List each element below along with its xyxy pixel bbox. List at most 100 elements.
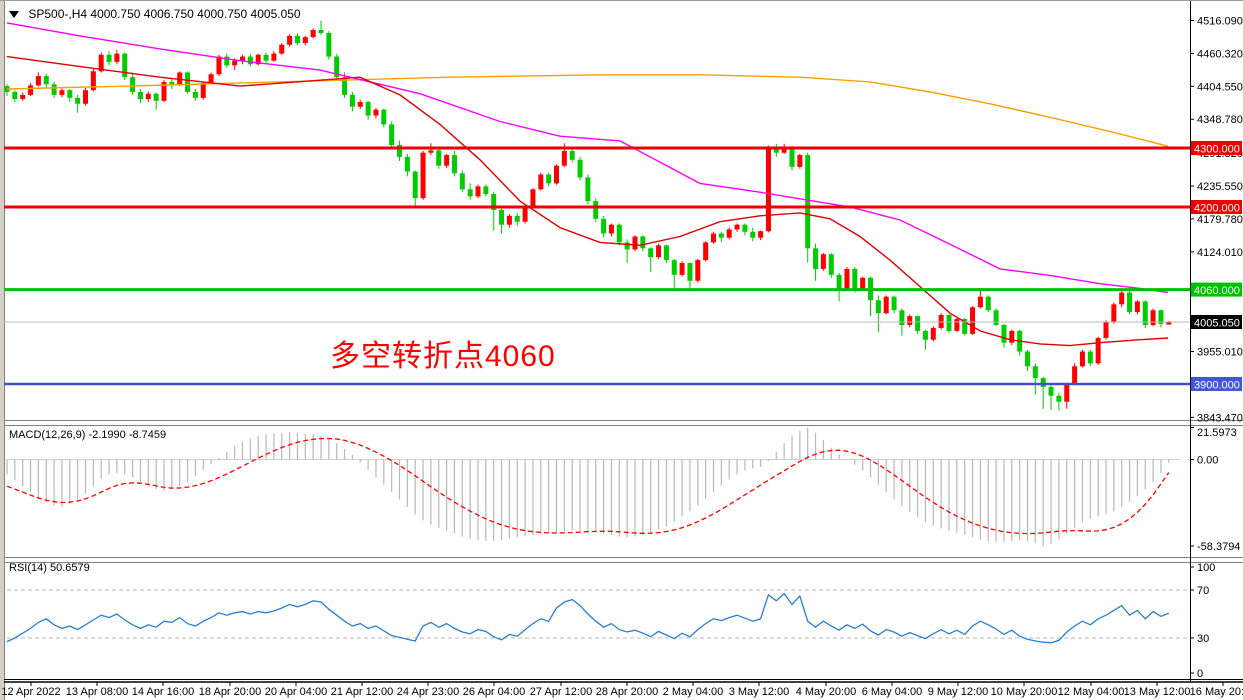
candle-body [946,314,952,331]
candle-body [90,71,96,91]
time-axis-label: 18 Apr 20:00 [199,686,261,698]
candle-body [726,229,732,238]
candle-body [632,236,638,250]
candle-body [357,101,363,107]
candle-body [1150,310,1156,325]
candle-body [679,263,685,275]
candle-body [538,174,544,190]
candle-body [962,319,968,334]
candle-body [891,296,897,311]
time-axis-label: 13 May 12:00 [1124,686,1191,698]
candle-body [930,327,936,340]
candle-body [122,53,128,78]
candle-body [750,231,756,238]
time-axis[interactable]: 12 Apr 2022 13 Apr 08:00 14 Apr 16:00 18 Ap… [1,682,1243,698]
candle-body [161,81,167,101]
candle-body [28,85,34,95]
candle-body [145,93,151,100]
chart-title-bar: SP500-,H4 4000.750 4006.750 4000.750 400… [9,7,301,21]
candle-body [522,206,528,222]
price-badge-bg [1191,315,1242,330]
candle-body [451,155,457,174]
candle-body [35,76,41,86]
candle-body [240,56,245,61]
candle-body [915,316,921,331]
candle-body [1095,337,1101,364]
candle-body [459,173,465,190]
candle-body [687,263,693,281]
candle-body [546,174,552,184]
candle-body [130,77,136,92]
candle-body [137,91,143,100]
time-axis-label: 9 May 12:00 [928,686,989,698]
time-axis-label: 16 May 20:00 [1190,686,1243,698]
time-axis-label: 13 Apr 08:00 [66,686,128,698]
time-axis-label: 12 Apr 2022 [1,686,60,698]
candle-body [852,268,858,290]
rsi-axis-label: 70 [1197,585,1209,597]
macd-axis-label: 0.00 [1197,455,1218,467]
candle-body [1134,301,1140,313]
candle-body [83,90,88,104]
price-badge-4060.000: 4060.000 [1191,282,1242,297]
time-axis-label: 26 Apr 04:00 [463,686,525,698]
candle-body [263,54,269,61]
candle-body [813,248,819,269]
candle-body [302,37,308,43]
time-axis-label: 14 Apr 16:00 [132,686,194,698]
candle-body [820,254,826,269]
candle-body [20,94,26,100]
price-badge-text: 4005.050 [1194,318,1240,330]
candle-body [208,74,214,84]
candle-body [318,30,324,33]
time-axis-label: 4 May 20:00 [796,686,857,698]
price-axis: 4516.0904460.3204404.5504348.7804291.320… [1190,16,1243,680]
candle-body [506,215,512,225]
candle-body [640,236,646,249]
candle-body [883,296,889,314]
candle-body [1127,292,1133,313]
candle-body [899,310,905,325]
candle-body [554,165,559,184]
candle-body [4,86,10,92]
price-axis-label: 3955.010 [1197,347,1243,359]
price-axis-label: 4516.090 [1197,16,1243,28]
candle-body [224,56,230,66]
macd-axis-label: -58.3794 [1197,541,1240,553]
candle-body [67,90,73,98]
time-axis-label: 21 Apr 12:00 [331,686,393,698]
candle-body [373,109,379,116]
ma-mid-magenta [6,22,1169,294]
candle-body [1158,310,1164,324]
candle-body [412,171,418,199]
candle-body [703,242,709,261]
candle-body [577,159,583,178]
annotation-text: 多空转折点4060 [330,340,556,373]
candle-body [106,54,112,62]
candle-body [1025,351,1030,367]
candle-body [836,274,842,289]
price-badge-text: 4060.000 [1194,285,1240,297]
rsi-pane[interactable] [6,589,1190,644]
symbol-dropdown-icon[interactable] [9,11,19,18]
candle-body [711,233,716,243]
price-badge-bg [1191,141,1242,155]
candle-body [742,224,748,232]
rsi-axis-label: 30 [1197,633,1209,645]
candle-body [326,32,332,57]
time-axis-label: 28 Apr 20:00 [596,686,658,698]
candle-body [51,84,57,95]
price-axis-label: 4235.550 [1197,181,1243,193]
chart-ohlc-values: 4000.750 4006.750 4000.750 4005.050 [90,7,301,21]
candle-body [467,189,473,197]
candle-body [75,97,81,104]
candle-body [200,83,206,98]
candle-body [1111,304,1117,323]
candle-body [342,77,348,95]
candle-body [483,186,489,195]
candle-body [1009,330,1015,343]
macd-pane[interactable] [6,427,1180,547]
candle-body [875,300,881,314]
candle-body [789,146,795,167]
